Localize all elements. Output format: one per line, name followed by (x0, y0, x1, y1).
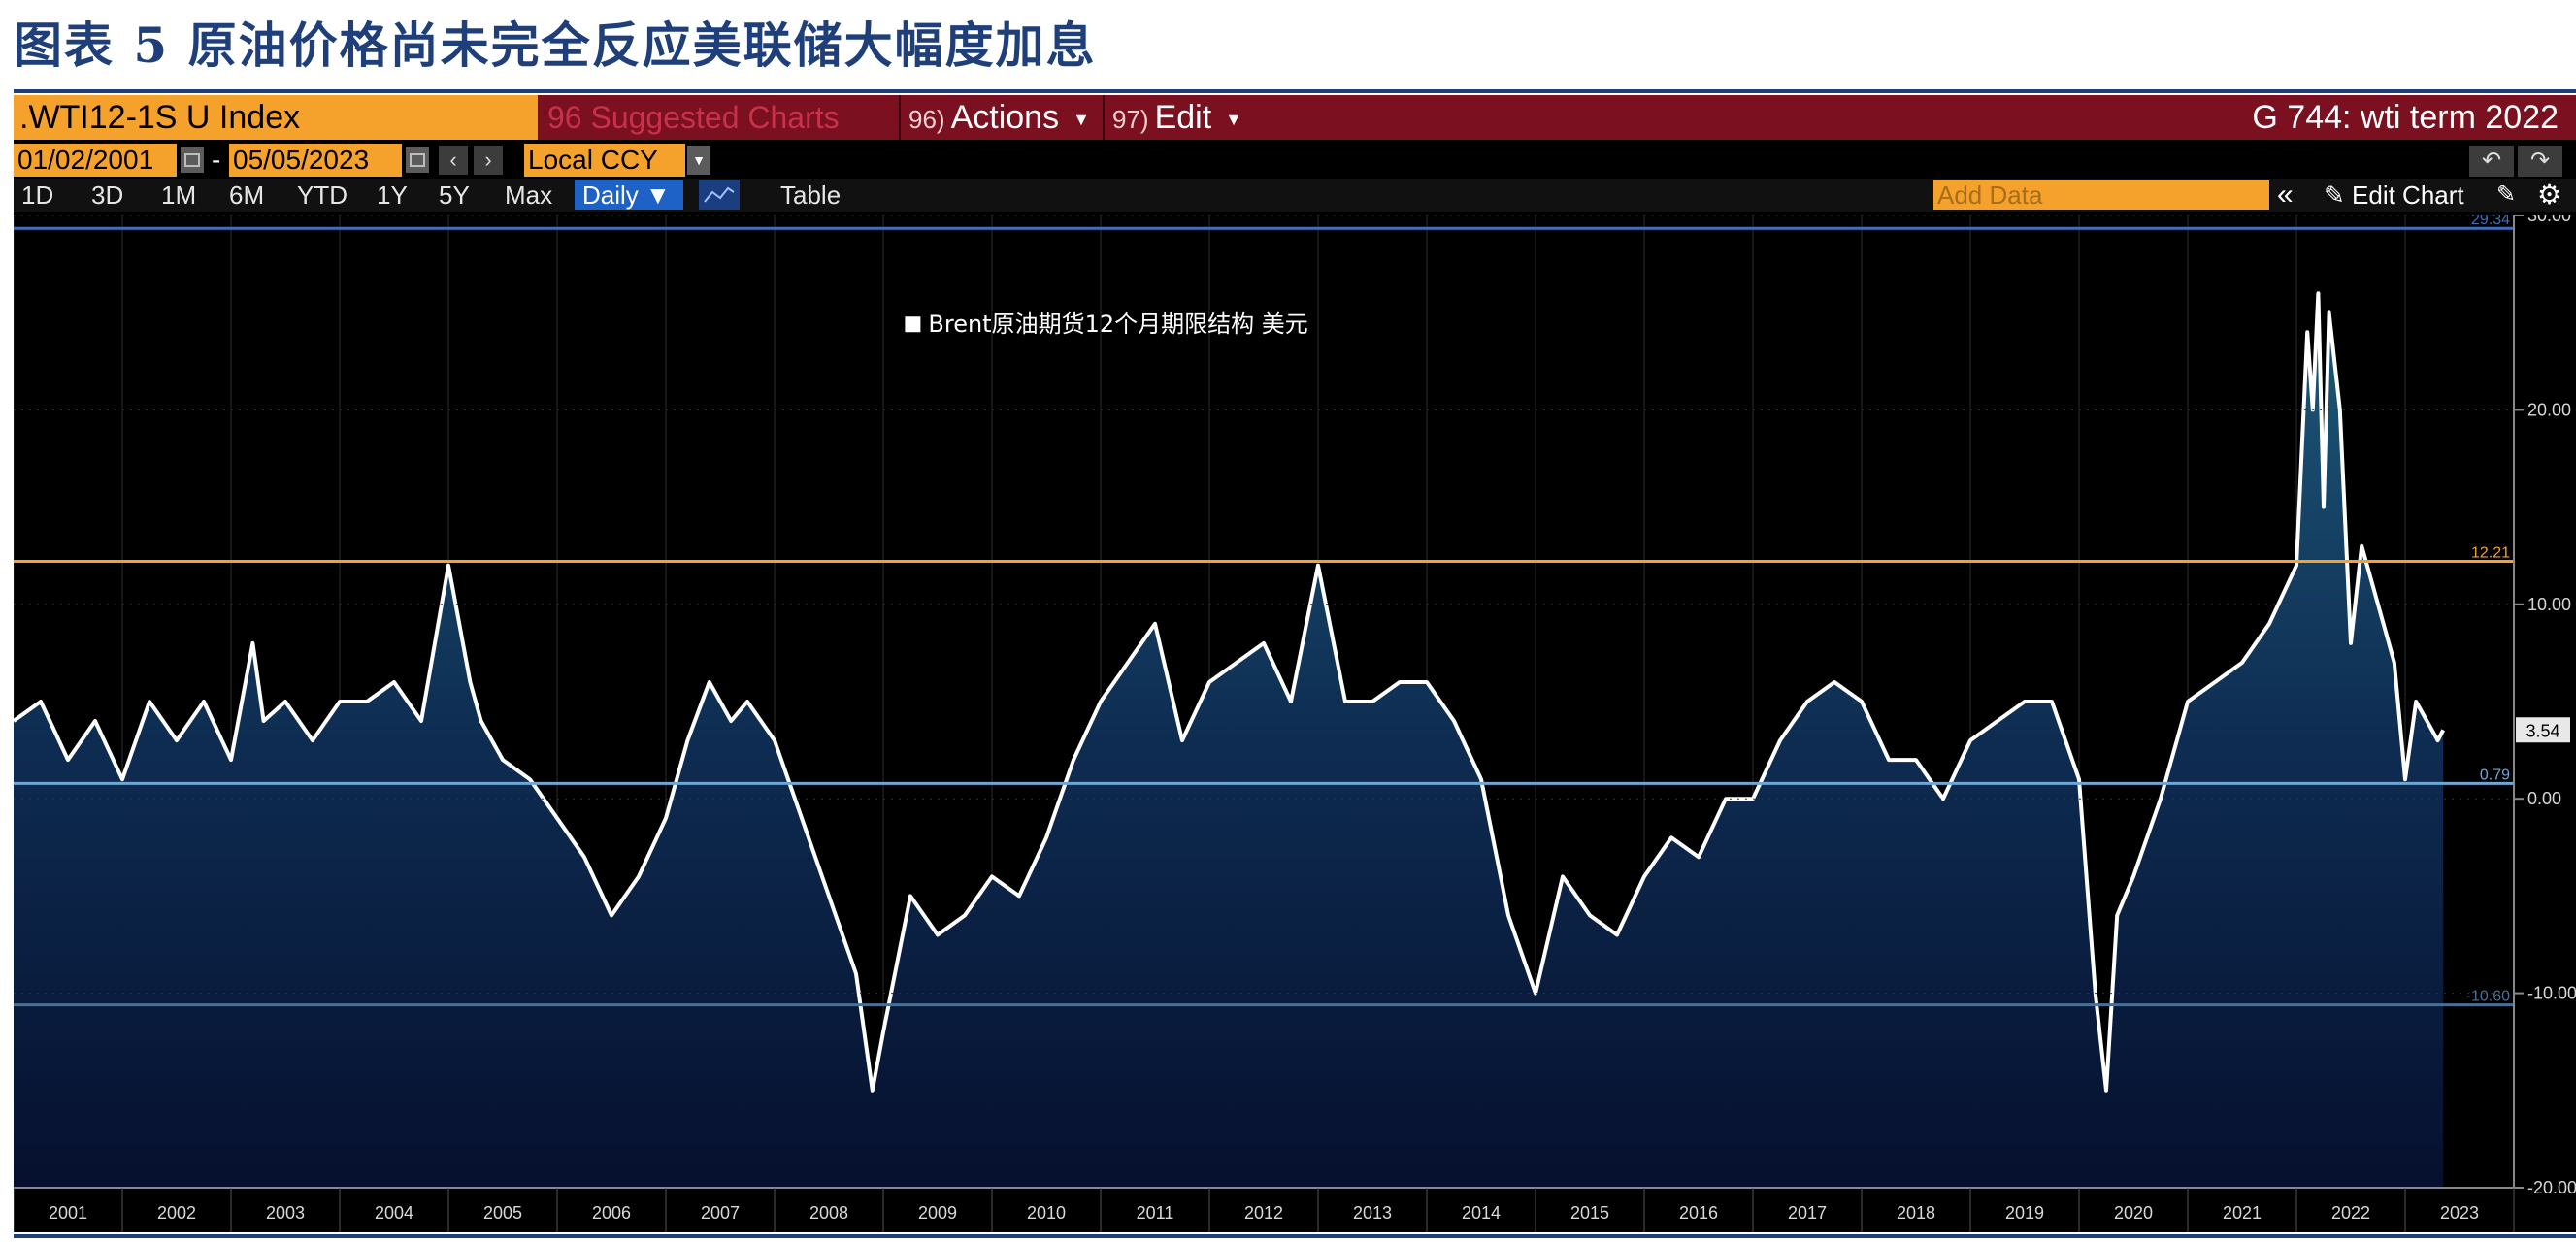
range-max[interactable]: Max (505, 180, 553, 210)
top-toolbar: .WTI12-1S U Index 96 Suggested Charts 96… (14, 95, 2576, 140)
terminal-window: .WTI12-1S U Index 96 Suggested Charts 96… (14, 95, 2576, 1232)
legend-swatch (905, 316, 921, 333)
toolbar-divider (899, 95, 901, 140)
x-tick-label: 2011 (1137, 1203, 1174, 1223)
x-tick-label: 2013 (1353, 1203, 1392, 1223)
toolbar-divider (1103, 95, 1105, 140)
x-tick-label: 2004 (375, 1203, 413, 1223)
series-line (14, 291, 2445, 1093)
redo-icon[interactable]: ↷ (2518, 146, 2562, 177)
end-date-input[interactable]: 05/05/2023 (229, 144, 402, 177)
y-tick-label: 10.00 (2527, 595, 2571, 614)
chevron-down-icon: ▼ (645, 180, 671, 210)
frequency-label: Daily (582, 180, 639, 210)
undo-icon[interactable]: ↶ (2469, 146, 2514, 177)
chart-name: G 744: wti term 2022 (2252, 99, 2559, 136)
ticker-field[interactable]: .WTI12-1S U Index (14, 95, 538, 140)
edit-menu[interactable]: 97) Edit ▼ (1112, 95, 1242, 140)
range-1y[interactable]: 1Y (377, 180, 408, 210)
figure-title: 图表 5 原油价格尚未完全反应美联储大幅度加息 (14, 16, 1097, 74)
x-tick-label: 2014 (1462, 1203, 1501, 1223)
x-tick-label: 2021 (2223, 1203, 2262, 1223)
x-tick-label: 2007 (701, 1203, 740, 1223)
title-rule (14, 89, 2576, 93)
x-tick-label: 2015 (1570, 1203, 1609, 1223)
edit-label: Edit (1154, 99, 1212, 136)
calendar-icon[interactable] (406, 147, 429, 173)
range-1d[interactable]: 1D (21, 180, 54, 210)
actions-number: 96) (908, 105, 945, 134)
edit-chart-button[interactable]: ✎ Edit Chart (2324, 179, 2464, 212)
range-1m[interactable]: 1M (161, 180, 197, 210)
chevron-down-icon: ▼ (1225, 110, 1242, 130)
x-tick-label: 2016 (1679, 1203, 1718, 1223)
x-tick-label: 2001 (49, 1203, 87, 1223)
reference-line-label: 12.21 (2471, 545, 2510, 562)
reference-line-label: -10.60 (2466, 989, 2510, 1005)
chart-area: 29.34 12.21 0.79 -10.60 30.00 20.00 10.00 0.00 -… (14, 215, 2576, 1232)
add-data-input[interactable]: Add Data (1933, 180, 2269, 210)
actions-menu[interactable]: 96) Actions ▼ (908, 95, 1090, 140)
collapse-icon[interactable]: « (2277, 179, 2294, 211)
currency-select[interactable]: Local CCY (524, 144, 685, 177)
last-value-badge (2516, 717, 2570, 743)
reference-line-label: 0.79 (2480, 767, 2510, 783)
x-tick-label: 2010 (1027, 1203, 1066, 1223)
x-tick-label: 2019 (2005, 1203, 2044, 1223)
range-toolbar: 1D 3D 1M 6M YTD 1Y 5Y Max Daily ▼ Table … (14, 179, 2576, 212)
x-tick-label: 2012 (1244, 1203, 1283, 1223)
x-tick-label: 2009 (918, 1203, 957, 1223)
last-value-label: 3.54 (2526, 721, 2559, 740)
actions-label: Actions (950, 99, 1060, 136)
x-tick-label: 2020 (2114, 1203, 2153, 1223)
table-button[interactable]: Table (780, 180, 842, 210)
calendar-icon[interactable] (181, 147, 204, 173)
arrow-right-icon[interactable]: › (474, 146, 503, 175)
series-area (14, 293, 2444, 1188)
gear-icon[interactable]: ⚙ (2537, 180, 2562, 210)
date-controls: 01/02/2001 - 05/05/2023 ‹ › Local CCY ▼ … (14, 144, 2576, 177)
x-tick-label: 2017 (1788, 1203, 1827, 1223)
range-5y[interactable]: 5Y (439, 180, 470, 210)
range-6m[interactable]: 6M (229, 180, 265, 210)
arrow-left-icon[interactable]: ‹ (439, 146, 468, 175)
y-tick-label: -20.00 (2527, 1178, 2576, 1197)
line-chart-glyph (704, 186, 735, 203)
x-tick-label: 2002 (157, 1203, 196, 1223)
bottom-rule (14, 1234, 2576, 1238)
x-tick-label: 2008 (809, 1203, 848, 1223)
pencil-icon[interactable]: ✎ (2496, 181, 2517, 208)
date-separator: - (212, 145, 221, 175)
y-tick-label: 0.00 (2527, 789, 2561, 808)
y-tick-label: -10.00 (2527, 984, 2576, 1003)
frequency-select[interactable]: Daily ▼ (575, 180, 683, 210)
x-tick-label: 2023 (2440, 1203, 2479, 1223)
edit-number: 97) (1112, 105, 1149, 134)
y-tick-label: 30.00 (2527, 215, 2571, 225)
x-tick-label: 2003 (266, 1203, 305, 1223)
x-tick-label: 2005 (483, 1203, 522, 1223)
chevron-down-icon: ▼ (1073, 110, 1090, 130)
legend-label: Brent原油期货12个月期限结构 美元 (928, 310, 1307, 338)
reference-line-label: 29.34 (2471, 215, 2510, 228)
edit-chart-label: Edit Chart (2352, 180, 2464, 210)
line-chart-icon[interactable] (699, 180, 740, 210)
range-ytd[interactable]: YTD (297, 180, 347, 210)
x-tick-label: 2022 (2331, 1203, 2370, 1223)
start-date-input[interactable]: 01/02/2001 (14, 144, 177, 177)
suggested-charts-button[interactable]: 96 Suggested Charts (547, 100, 840, 135)
chevron-down-icon[interactable]: ▼ (687, 146, 710, 175)
x-tick-label: 2018 (1897, 1203, 1935, 1223)
range-3d[interactable]: 3D (91, 180, 124, 210)
y-tick-label: 20.00 (2527, 400, 2571, 419)
x-tick-label: 2006 (592, 1203, 631, 1223)
pencil-icon: ✎ (2324, 180, 2345, 210)
